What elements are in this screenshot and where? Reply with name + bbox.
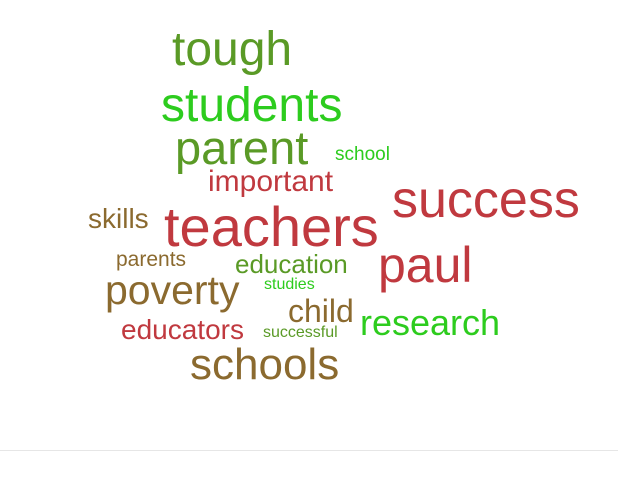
word-research: research xyxy=(360,302,501,343)
word-parents: parents xyxy=(116,248,187,271)
word-parent: parent xyxy=(175,121,309,174)
word-paul: paul xyxy=(378,237,473,293)
word-success: success xyxy=(392,171,580,229)
word-skills: skills xyxy=(88,203,149,234)
word-poverty: poverty xyxy=(105,267,240,313)
word-students: students xyxy=(161,79,343,132)
word-tough: tough xyxy=(172,23,293,76)
word-successful: successful xyxy=(263,324,338,341)
word-important: important xyxy=(208,165,334,198)
bottom-divider xyxy=(0,450,618,451)
word-education: education xyxy=(235,249,348,279)
word-child: child xyxy=(288,293,354,329)
word-studies: studies xyxy=(264,276,315,293)
word-educators: educators xyxy=(121,314,244,345)
word-schools: schools xyxy=(190,340,340,389)
word-teachers: teachers xyxy=(164,195,379,258)
word-school: school xyxy=(335,144,390,165)
